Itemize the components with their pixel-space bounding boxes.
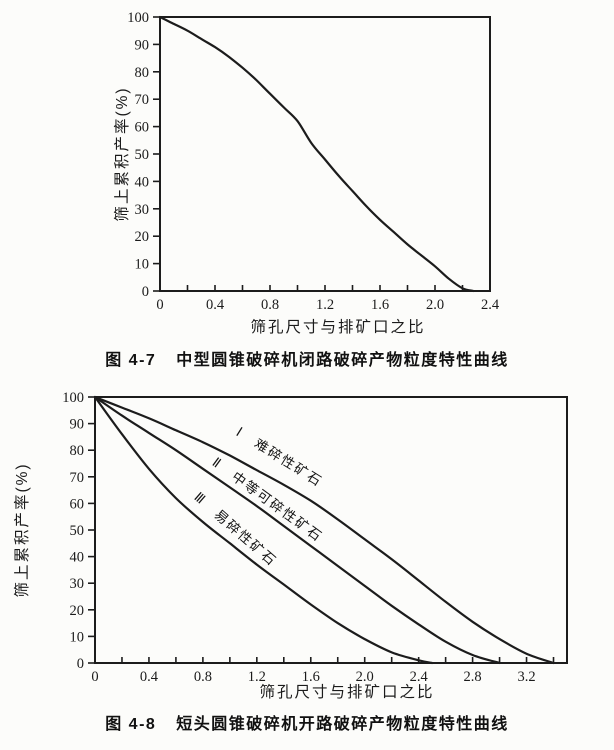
x-tick-label: 1.2: [316, 297, 334, 313]
y-tick-label: 80: [70, 443, 85, 459]
y-tick-label: 70: [70, 470, 85, 486]
x-tick-label: 1.6: [371, 297, 389, 313]
x-tick-label: 2.8: [464, 669, 482, 685]
x-tick-label: 2.0: [426, 297, 444, 313]
y-tick-label: 10: [135, 257, 150, 273]
y-tick-label: 90: [70, 417, 85, 433]
x-tick-label: 0: [91, 669, 98, 685]
x-tick-label: 0.4: [140, 669, 159, 685]
figure-4-8-caption: 图 4-8 短头圆锥破碎机开路破碎产物粒度特性曲线: [0, 710, 614, 734]
series-curve-3: [93, 395, 434, 665]
y-tick-label: 40: [135, 174, 150, 190]
x-axis-title: 筛孔尺寸与排矿口之比: [250, 318, 425, 336]
x-tick-label: 0.8: [261, 297, 279, 313]
y-tick-label: 100: [127, 10, 149, 26]
x-tick-label: 0.4: [206, 297, 225, 313]
y-tick-label: 100: [62, 390, 84, 406]
x-tick-label: 2.0: [356, 669, 374, 685]
x-tick-label: 2.4: [410, 669, 429, 685]
figure-4-8-caption-title: 短头圆锥破碎机开路破碎产物粒度特性曲线: [176, 716, 509, 733]
series-curve-1: [93, 395, 555, 665]
y-tick-label: 60: [70, 496, 85, 512]
x-tick-label: 1.2: [248, 669, 266, 685]
y-tick-label: 20: [70, 603, 85, 619]
y-tick-label: 20: [135, 229, 150, 245]
figure-4-7: 0 0.4 0.8 1.2 1.6 2.0 2.4 0 10 20 30 40 50 60 70 80 90 10…: [0, 10, 614, 370]
plot-frame: [159, 16, 491, 292]
figure-4-7-chart: 0 0.4 0.8 1.2 1.6 2.0 2.4 0 10 20 30 40 50 60 70 80 90 10…: [113, 10, 500, 336]
figure-4-8-caption-label: 图 4-8: [105, 716, 157, 733]
y-tick-label: 80: [135, 65, 150, 81]
figure-4-7-caption-label: 图 4-7: [105, 352, 157, 369]
y-axis-title: 筛上累积产率(%): [113, 86, 131, 221]
x-tick-label: 2.4: [481, 297, 500, 313]
y-tick-label: 50: [70, 523, 85, 539]
y-tick-label: 40: [70, 550, 85, 566]
y-tick-label: 60: [135, 120, 150, 136]
x-axis-title: 筛孔尺寸与排矿口之比: [259, 683, 434, 701]
y-tick-label: 30: [70, 576, 85, 592]
series-curve-2: [93, 395, 501, 665]
x-tick-label: 3.2: [517, 669, 535, 685]
figure-4-8-chart: 0 0.4 0.8 1.2 1.6 2.0 2.4 2.8 3.2 0 10 20 30 40 50 60 70…: [13, 390, 568, 701]
y-tick-label: 70: [135, 92, 150, 108]
y-axis-title: 筛上累积产率(%): [13, 462, 31, 597]
y-tick-label: 90: [135, 37, 150, 53]
y-tick-label: 0: [142, 284, 149, 300]
x-tick-label: 0.8: [194, 669, 212, 685]
y-tick-label: 10: [70, 629, 85, 645]
y-tick-label: 0: [77, 656, 84, 672]
x-tick-label: 1.6: [302, 669, 320, 685]
x-tick-label: 0: [156, 297, 163, 313]
y-tick-label: 50: [135, 147, 150, 163]
series-curve-1: [158, 15, 475, 293]
y-tick-label: 30: [135, 202, 150, 218]
plot-frame: [94, 396, 568, 664]
figure-4-7-caption-title: 中型圆锥破碎机闭路破碎产物粒度特性曲线: [176, 352, 509, 369]
figure-4-8: 0 0.4 0.8 1.2 1.6 2.0 2.4 2.8 3.2 0 10 20 30 40 50 60 70…: [0, 385, 614, 750]
figure-4-7-caption: 图 4-7 中型圆锥破碎机闭路破碎产物粒度特性曲线: [0, 346, 614, 370]
